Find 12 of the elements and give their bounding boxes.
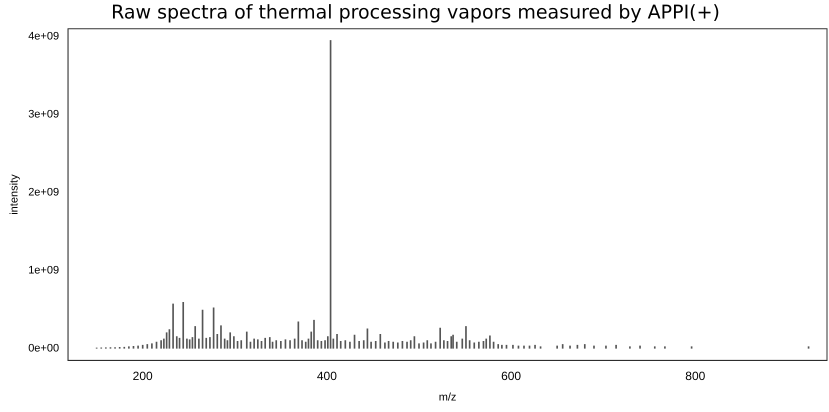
x-tick-label: 400	[316, 368, 338, 383]
y-tick-label: 1e+09	[28, 264, 60, 276]
y-tick-label: 0e+00	[28, 342, 60, 354]
y-tick-label: 3e+09	[28, 108, 60, 121]
x-axis-title: m/z	[438, 391, 456, 404]
x-tick-label: 200	[132, 368, 154, 383]
x-tick-label: 800	[685, 368, 706, 383]
y-tick-label: 2e+09	[28, 186, 60, 198]
x-tick-label: 600	[501, 368, 522, 383]
y-axis-title: intensity	[8, 174, 21, 215]
y-tick-label: 4e+09	[28, 30, 60, 43]
chart-title: Raw spectra of thermal processing vapors measured by APPI(+)	[111, 1, 720, 24]
